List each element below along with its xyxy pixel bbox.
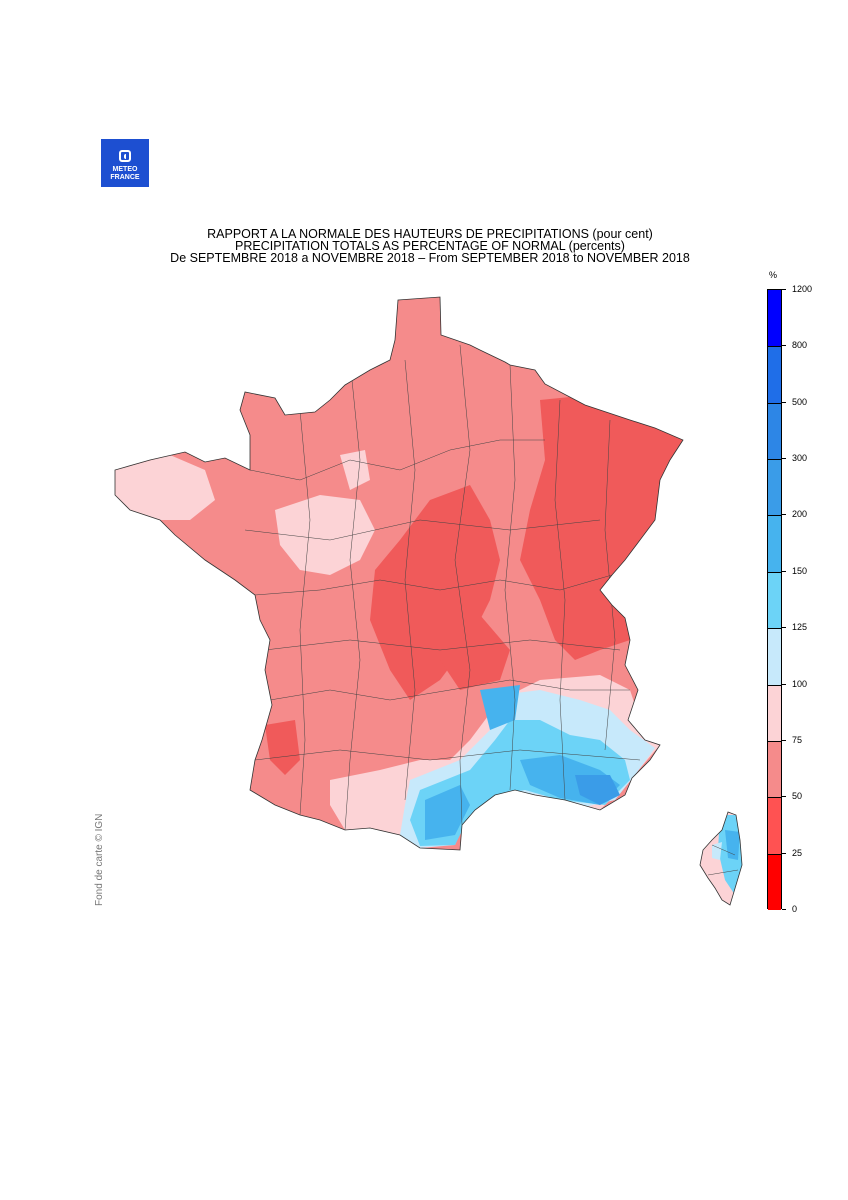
- logo-text-line1: METEO: [112, 166, 138, 173]
- legend-class-75-100: [768, 684, 781, 741]
- map-credit: Fond de carte © IGN: [94, 813, 105, 906]
- legend-unit: %: [769, 270, 778, 280]
- legend-label-800: 800: [792, 340, 808, 351]
- legend-tick-150: [782, 570, 786, 572]
- legend-label-500: 500: [792, 396, 808, 407]
- legend-label-125: 125: [792, 622, 808, 633]
- france-precipitation-map: [114, 296, 743, 906]
- title-line-3: De SEPTEMBRE 2018 a NOVEMBRE 2018 – From…: [170, 251, 690, 265]
- title-line-2: PRECIPITATION TOTALS AS PERCENTAGE OF NO…: [235, 239, 625, 253]
- color-legend: % 0 25 50 75 100 125 150 200 300 500 800 1200: [760, 270, 840, 920]
- legend-label-25: 25: [792, 847, 803, 858]
- legend-bar: [767, 289, 782, 910]
- legend-label-200: 200: [792, 509, 808, 520]
- legend-tick-25: [782, 852, 786, 854]
- legend-tick-500: [782, 401, 786, 403]
- title-line-1: RAPPORT A LA NORMALE DES HAUTEURS DE PRE…: [207, 227, 653, 241]
- legend-label-0: 0: [792, 904, 798, 914]
- legend-label-100: 100: [792, 678, 808, 689]
- legend-class-150-200: [768, 515, 781, 572]
- legend-tick-0: [782, 909, 786, 910]
- logo-text-line2: FRANCE: [110, 174, 140, 181]
- legend-tick-300: [782, 458, 786, 460]
- legend-tick-200: [782, 514, 786, 516]
- legend-class-200-300: [768, 459, 781, 516]
- legend-tick-100: [782, 683, 786, 685]
- legend-label-300: 300: [792, 453, 808, 464]
- legend-label-75: 75: [792, 734, 803, 745]
- meteo-france-emblem-icon: [119, 150, 131, 162]
- map-title: RAPPORT A LA NORMALE DES HAUTEURS DE PRE…: [140, 227, 720, 265]
- legend-class-100-125: [768, 628, 781, 685]
- legend-tick-125: [782, 627, 786, 629]
- legend-class-800-1200: [768, 290, 781, 347]
- legend-label-50: 50: [792, 791, 803, 802]
- legend-label-150: 150: [792, 565, 808, 576]
- legend-class-0-25: [768, 853, 781, 910]
- meteo-france-logo: METEO FRANCE: [101, 139, 149, 187]
- legend-class-25-50: [768, 797, 781, 854]
- legend-class-500-800: [768, 346, 781, 403]
- legend-tick-800: [782, 345, 786, 347]
- legend-class-50-75: [768, 740, 781, 798]
- legend-tick-50: [782, 796, 786, 798]
- legend-class-125-150: [768, 571, 781, 629]
- legend-label-1200: 1200: [792, 284, 813, 294]
- legend-tick-75: [782, 739, 786, 741]
- legend-tick-1200: [782, 289, 786, 290]
- legend-class-300-500: [768, 402, 781, 460]
